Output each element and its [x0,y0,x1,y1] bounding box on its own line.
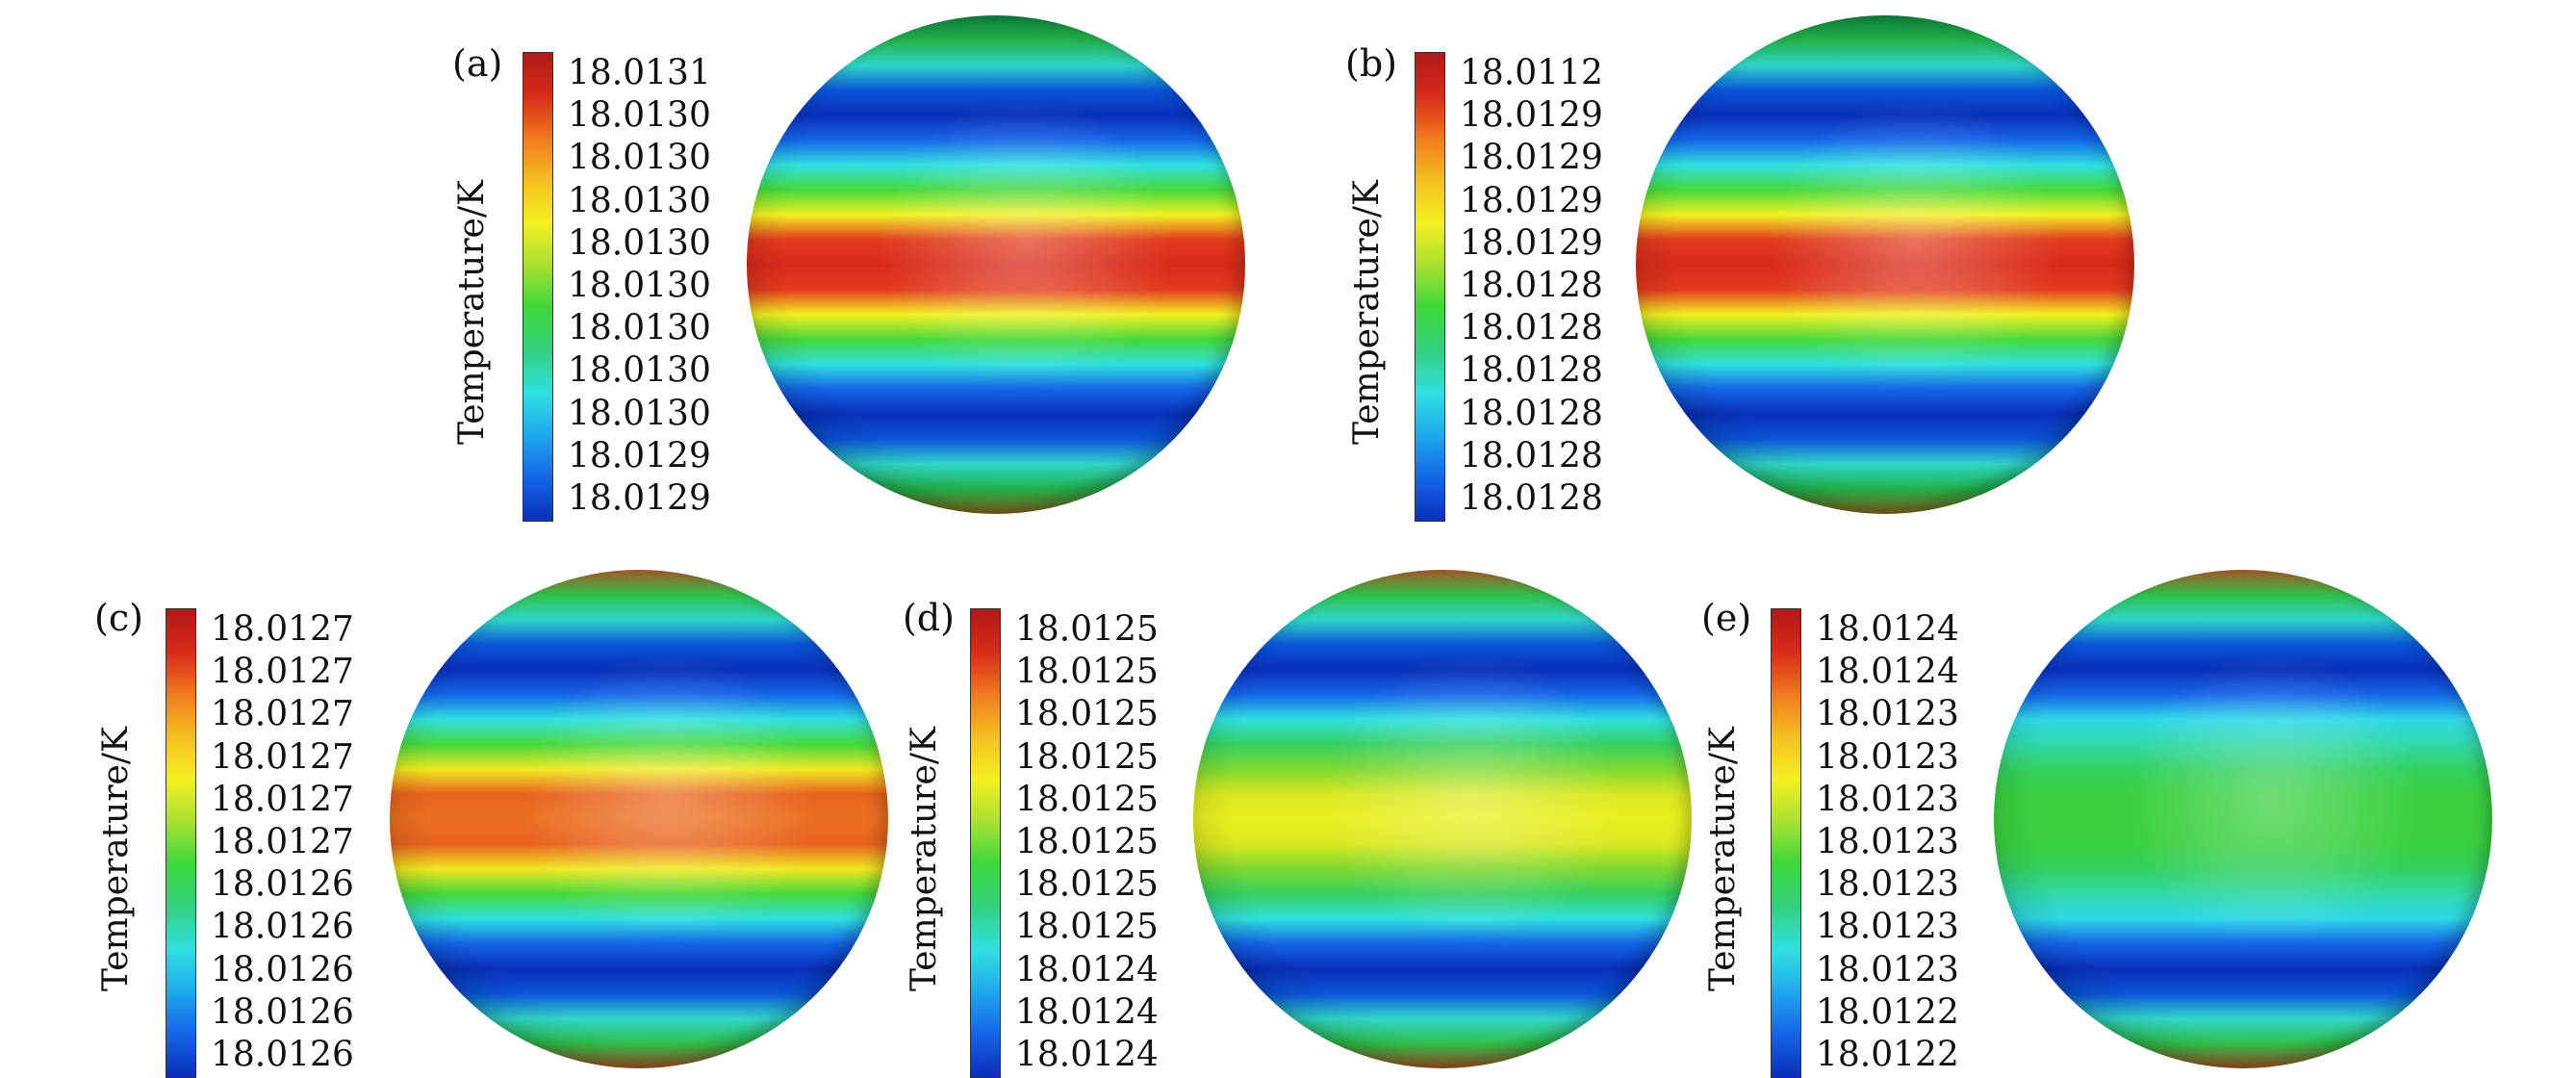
colorbar-tick-label: 18.0126 [211,992,354,1033]
colorbar-tick-label: 18.0130 [568,138,711,178]
colorbar-tick-label: 18.0129 [568,436,711,476]
colorbar-tick-label: 18.0122 [1816,992,1959,1033]
colorbar-tick-label: 18.0112 [1460,53,1603,93]
colorbar-title: Temperature/K [905,727,944,991]
colorbar-tick-label: 18.0129 [1460,138,1603,178]
colorbar-tick-label: 18.0127 [211,780,354,820]
colorbar-tick-label: 18.0127 [211,652,354,692]
colorbar-tick-label: 18.0124 [1816,609,1959,650]
colorbar-tick-label: 18.0125 [1015,864,1159,905]
temperature-sphere [1193,570,1692,1068]
colorbar-tick-label: 18.0124 [1015,1035,1159,1075]
colorbar-tick-label: 18.0128 [1460,478,1603,519]
colorbar [523,52,553,522]
colorbar-tick-label: 18.0123 [1816,694,1959,734]
colorbar-tick-label: 18.0128 [1460,266,1603,306]
colorbar-title: Temperature/K [1347,180,1387,445]
colorbar-tick-label: 18.0130 [568,308,711,348]
colorbar-tick-label: 18.0126 [211,907,354,947]
colorbar-tick-label: 18.0125 [1015,737,1159,778]
colorbar-tick-label: 18.0124 [1015,950,1159,990]
colorbar-tick-label: 18.0123 [1816,950,1959,990]
colorbar-tick-label: 18.0129 [568,478,711,519]
colorbar-tick-label: 18.0123 [1816,907,1959,947]
temperature-sphere [1994,570,2492,1068]
colorbar-tick-label: 18.0126 [211,950,354,990]
colorbar-tick-label: 18.0128 [1460,394,1603,434]
colorbar-tick-label: 18.0123 [1816,822,1959,862]
colorbar [166,608,196,1078]
colorbar-title: Temperature/K [452,180,492,445]
colorbar-tick-label: 18.0130 [568,223,711,264]
colorbar-title: Temperature/K [96,727,136,991]
colorbar-tick-label: 18.0131 [568,53,711,93]
colorbar-tick-label: 18.0129 [1460,95,1603,136]
colorbar-tick-label: 18.0125 [1015,609,1159,650]
colorbar-tick-label: 18.0125 [1015,822,1159,862]
colorbar-tick-label: 18.0127 [211,737,354,778]
colorbar-tick-label: 18.0128 [1460,436,1603,476]
temperature-sphere [1636,15,2134,514]
colorbar-tick-label: 18.0129 [1460,181,1603,221]
colorbar [1415,52,1445,522]
colorbar-tick-label: 18.0128 [1460,350,1603,391]
colorbar-tick-label: 18.0123 [1816,737,1959,778]
colorbar-tick-label: 18.0127 [211,822,354,862]
panel-label: (d) [903,597,955,639]
colorbar-tick-label: 18.0130 [568,181,711,221]
temperature-sphere [390,570,888,1068]
colorbar-tick-label: 18.0124 [1015,992,1159,1033]
panel-label: (e) [1701,597,1752,639]
panel-label: (c) [94,597,143,639]
colorbar-tick-label: 18.0130 [568,266,711,306]
colorbar-tick-label: 18.0126 [211,1035,354,1075]
colorbar-tick-label: 18.0130 [568,394,711,434]
colorbar-tick-label: 18.0124 [1816,652,1959,692]
colorbar-tick-label: 18.0130 [568,350,711,391]
colorbar-tick-label: 18.0127 [211,609,354,650]
colorbar-tick-label: 18.0130 [568,95,711,136]
colorbar-tick-label: 18.0126 [211,864,354,905]
colorbar-tick-label: 18.0123 [1816,864,1959,905]
colorbar-tick-label: 18.0127 [211,694,354,734]
colorbar-tick-label: 18.0125 [1015,652,1159,692]
colorbar [1771,608,1801,1078]
colorbar-tick-label: 18.0125 [1015,694,1159,734]
colorbar-tick-label: 18.0122 [1816,1035,1959,1075]
colorbar-tick-label: 18.0129 [1460,223,1603,264]
temperature-sphere [747,15,1245,514]
colorbar-tick-label: 18.0128 [1460,308,1603,348]
colorbar-tick-label: 18.0123 [1816,780,1959,820]
colorbar-tick-label: 18.0125 [1015,907,1159,947]
colorbar [970,608,1001,1078]
panel-label: (a) [452,42,503,85]
panel-label: (b) [1345,42,1397,85]
colorbar-title: Temperature/K [1703,727,1743,991]
colorbar-tick-label: 18.0125 [1015,780,1159,820]
